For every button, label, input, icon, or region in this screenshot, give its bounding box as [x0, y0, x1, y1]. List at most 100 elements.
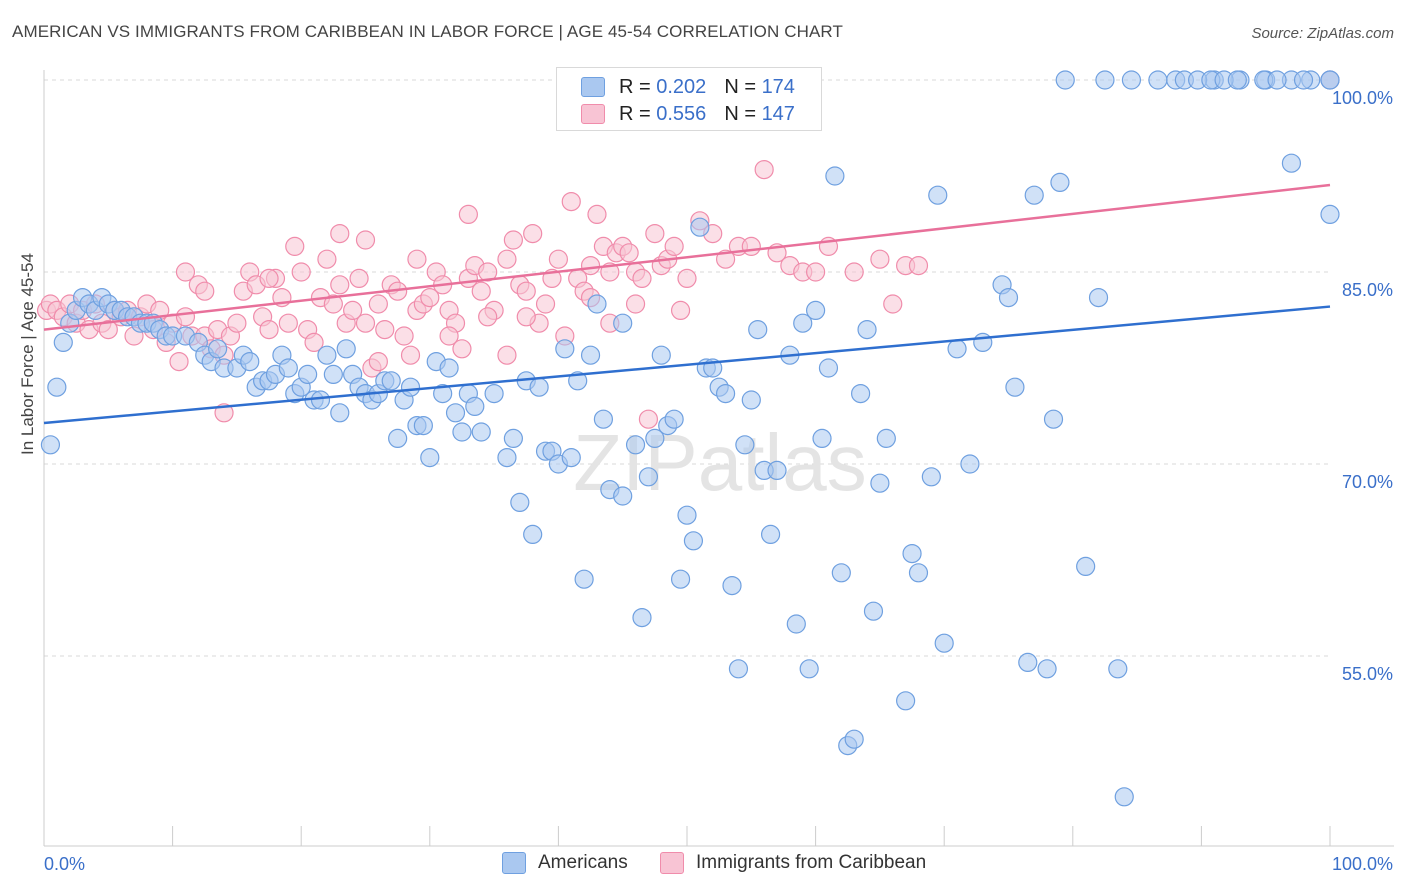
caribbean-point: [458, 204, 478, 224]
caribbean-point: [259, 320, 279, 340]
caribbean-point: [285, 236, 305, 256]
americans-point: [1095, 70, 1115, 90]
americans-point: [896, 691, 916, 711]
americans-r-value: 0.202: [656, 75, 707, 98]
americans-point: [317, 345, 337, 365]
americans-point: [388, 428, 408, 448]
americans-point: [445, 403, 466, 423]
americans-point: [503, 428, 523, 448]
caribbean-point: [645, 224, 665, 244]
caribbean-point: [625, 294, 646, 314]
americans-point: [510, 492, 530, 512]
americans-point: [876, 428, 896, 448]
americans-point: [278, 358, 298, 378]
americans-r-label: R =: [619, 75, 651, 98]
caribbean-point: [580, 256, 601, 276]
americans-point: [632, 607, 652, 628]
americans-point: [793, 313, 813, 333]
americans-point: [593, 409, 614, 429]
caribbean-r-value: 0.556: [656, 102, 707, 125]
caribbean-point: [844, 262, 864, 282]
americans-point: [960, 454, 980, 474]
americans-n-label: N =: [724, 75, 756, 98]
americans-point: [310, 390, 331, 410]
americans-point: [786, 614, 806, 634]
chart-title: AMERICAN VS IMMIGRANTS FROM CARIBBEAN IN…: [12, 22, 843, 41]
americans-point: [908, 563, 929, 583]
americans-point: [818, 358, 839, 378]
caribbean-point: [343, 300, 363, 320]
caribbean-point: [175, 262, 196, 282]
caribbean-point: [805, 262, 826, 282]
americans-point: [844, 729, 864, 749]
americans-point: [561, 448, 581, 468]
caribbean-point: [908, 256, 929, 276]
caribbean-point: [98, 320, 118, 340]
caribbean-point: [169, 352, 189, 372]
caribbean-point: [561, 192, 581, 212]
caribbean-point: [870, 249, 890, 269]
americans-point: [664, 409, 684, 429]
americans-point: [40, 435, 61, 455]
americans-point: [670, 569, 691, 589]
caribbean-point: [503, 230, 523, 250]
americans-point: [1148, 70, 1168, 90]
americans-point: [870, 473, 890, 493]
americans-point: [452, 422, 472, 442]
caribbean-point: [330, 275, 350, 295]
americans-point: [1108, 659, 1128, 679]
caribbean-point: [497, 345, 517, 365]
caribbean-point: [741, 236, 761, 256]
y-tick-label: 100.0%: [1332, 88, 1393, 108]
americans-point: [928, 185, 948, 205]
caribbean-point: [883, 294, 903, 314]
americans-point: [748, 320, 768, 340]
caribbean-point: [548, 249, 569, 269]
legend-row-americans: R = 0.202 N = 174: [581, 75, 795, 99]
americans-point: [947, 339, 967, 359]
caribbean-point: [317, 249, 337, 269]
americans-point: [825, 166, 845, 186]
stats-legend: R = 0.202 N = 174 R = 0.556 N = 147: [556, 67, 822, 131]
trend-lines: [43, 183, 1331, 425]
americans-point: [728, 659, 749, 679]
americans-point: [613, 486, 633, 506]
americans-point: [625, 435, 646, 455]
caribbean-point: [664, 236, 684, 256]
americans-swatch: [581, 77, 605, 97]
americans-point: [1114, 787, 1134, 807]
americans-point: [471, 422, 491, 442]
americans-legend-swatch: [502, 852, 526, 874]
y-tick-label: 70.0%: [1342, 472, 1393, 492]
caribbean-point: [407, 249, 427, 269]
caribbean-point: [349, 268, 369, 288]
americans-point: [1055, 70, 1075, 90]
caribbean-point: [304, 332, 324, 352]
axes: [43, 70, 1394, 847]
americans-point: [741, 390, 761, 410]
caribbean-point: [638, 409, 659, 429]
americans-point: [555, 339, 575, 359]
americans-point: [1121, 70, 1142, 90]
series-caribbean: [36, 70, 1340, 429]
americans-point: [767, 460, 787, 480]
americans-point: [1293, 70, 1314, 90]
caribbean-point: [670, 300, 691, 320]
americans-point: [921, 467, 941, 487]
americans-point: [323, 364, 343, 384]
caribbean-point: [523, 224, 543, 244]
americans-point: [580, 345, 601, 365]
americans-point: [863, 601, 884, 621]
americans-point: [715, 384, 736, 404]
americans-point: [831, 563, 851, 583]
americans-point: [208, 339, 228, 359]
americans-point: [240, 352, 260, 372]
caribbean-point: [452, 339, 472, 359]
americans-point: [465, 396, 485, 416]
caribbean-point: [400, 345, 421, 365]
caribbean-point: [619, 243, 639, 263]
americans-point: [851, 384, 871, 404]
americans-point: [400, 377, 421, 397]
americans-point: [574, 569, 594, 589]
